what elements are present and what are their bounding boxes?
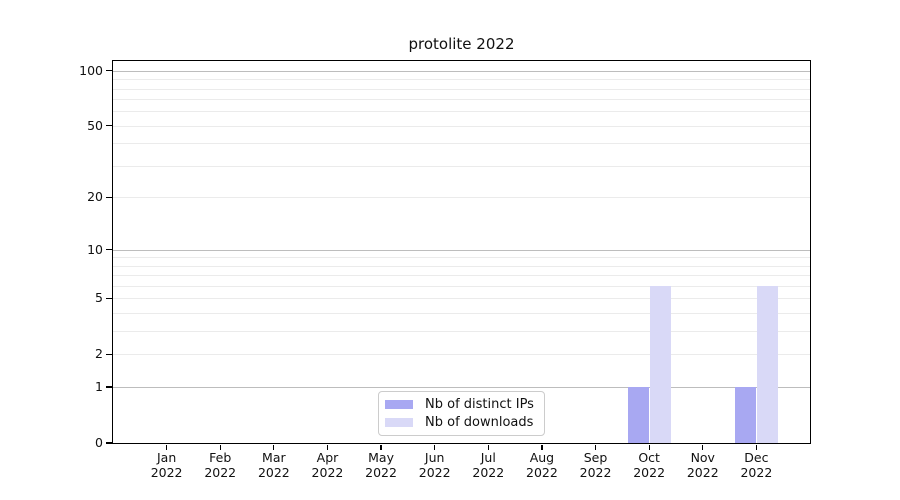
y-tick-mark bbox=[105, 248, 112, 251]
x-tick-label: Mar 2022 bbox=[257, 450, 290, 480]
legend-item-distinct-ips: Nb of distinct IPs bbox=[385, 396, 534, 412]
y-tick-mark bbox=[105, 125, 112, 127]
gridline-minor bbox=[113, 166, 810, 168]
x-tick-mark bbox=[166, 444, 168, 450]
x-tick-mark bbox=[755, 444, 757, 450]
x-tick-label: May 2022 bbox=[365, 450, 397, 480]
x-tick-mark bbox=[434, 444, 436, 450]
y-tick-label: 10 bbox=[87, 241, 103, 257]
y-tick-label: 5 bbox=[95, 290, 103, 306]
gridline-major bbox=[113, 387, 810, 389]
plot-area bbox=[113, 61, 810, 443]
x-tick-mark bbox=[594, 444, 597, 450]
legend: Nb of distinct IPs Nb of downloads bbox=[378, 391, 545, 436]
y-tick-mark bbox=[105, 386, 112, 388]
gridline-minor bbox=[113, 79, 810, 81]
legend-item-downloads: Nb of downloads bbox=[385, 414, 534, 430]
x-tick-label: Oct 2022 bbox=[633, 450, 666, 480]
y-tick-mark bbox=[105, 196, 112, 199]
gridline-minor bbox=[113, 99, 810, 101]
gridline-minor bbox=[113, 265, 810, 267]
gridline-minor bbox=[113, 313, 810, 315]
x-tick-mark bbox=[541, 444, 543, 450]
gridline-minor bbox=[113, 197, 810, 199]
gridline-minor bbox=[113, 257, 810, 259]
y-tick-mark bbox=[105, 70, 112, 72]
legend-swatch-downloads bbox=[385, 417, 413, 427]
x-tick-mark bbox=[487, 444, 489, 450]
gridline-major bbox=[113, 70, 810, 72]
y-tick-label: 50 bbox=[87, 117, 103, 133]
y-tick-label: 20 bbox=[87, 189, 103, 205]
x-tick-label: Aug 2022 bbox=[526, 450, 558, 480]
x-tick-mark bbox=[273, 444, 275, 450]
y-tick-label: 1 bbox=[95, 379, 103, 395]
x-tick-label: Jan 2022 bbox=[150, 450, 183, 480]
gridline-minor bbox=[113, 331, 810, 333]
y-tick-mark bbox=[105, 442, 112, 444]
bar-downloads bbox=[649, 286, 671, 443]
y-tick-mark bbox=[105, 353, 112, 355]
gridline-minor bbox=[113, 275, 810, 277]
legend-label-downloads: Nb of downloads bbox=[425, 414, 534, 430]
gridline-minor bbox=[113, 354, 810, 356]
x-tick-mark bbox=[326, 444, 329, 450]
x-tick-label: Nov 2022 bbox=[686, 450, 719, 480]
gridline-major bbox=[113, 249, 810, 251]
gridline-minor bbox=[113, 88, 810, 90]
x-tick-label: Jul 2022 bbox=[472, 450, 505, 480]
x-tick-mark bbox=[648, 444, 650, 450]
x-tick-label: Apr 2022 bbox=[311, 450, 344, 480]
y-tick-label: 100 bbox=[79, 62, 103, 78]
gridline-minor bbox=[113, 143, 810, 145]
chart-title: protolite 2022 bbox=[408, 35, 515, 53]
y-tick-label: 2 bbox=[95, 346, 103, 362]
x-tick-label: Jun 2022 bbox=[418, 450, 451, 480]
gridline-minor bbox=[113, 111, 810, 113]
y-tick-mark bbox=[105, 297, 112, 300]
x-tick-mark bbox=[702, 444, 704, 450]
legend-swatch-distinct-ips bbox=[385, 399, 413, 409]
x-tick-mark bbox=[219, 444, 221, 450]
bar-distinct-ips bbox=[627, 387, 649, 443]
x-tick-label: Sep 2022 bbox=[579, 450, 612, 480]
bar-downloads bbox=[756, 286, 778, 443]
gridline-minor bbox=[113, 298, 810, 300]
bar-distinct-ips bbox=[734, 387, 756, 443]
gridline-minor bbox=[113, 125, 810, 127]
x-tick-label: Dec 2022 bbox=[740, 450, 773, 480]
x-tick-label: Feb 2022 bbox=[204, 450, 237, 480]
y-tick-label: 0 bbox=[95, 435, 103, 450]
gridline-minor bbox=[113, 286, 810, 288]
x-tick-mark bbox=[380, 444, 382, 450]
legend-label-distinct-ips: Nb of distinct IPs bbox=[425, 396, 534, 412]
